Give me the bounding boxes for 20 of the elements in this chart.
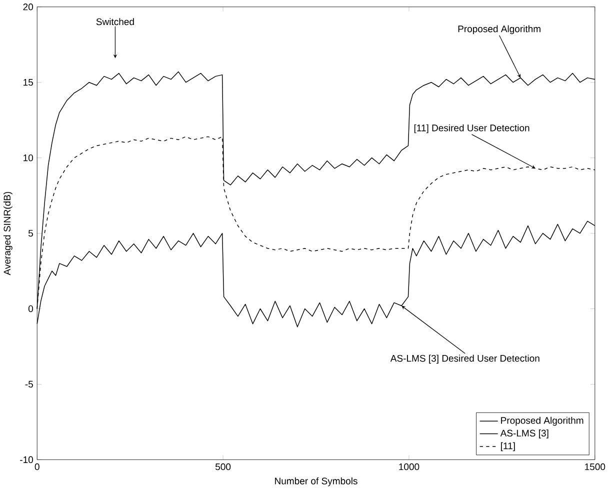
legend-label: Proposed Algorithm	[501, 416, 584, 426]
y-tick-label: 0	[28, 305, 34, 312]
x-tick-label: 1500	[585, 464, 606, 470]
x-tick-label: 1000	[399, 464, 420, 470]
legend-label: [11]	[501, 442, 515, 452]
annotation: Proposed Algorithm	[458, 25, 540, 34]
y-tick-label: 10	[24, 154, 34, 162]
annotation: [11] Desired User Detection	[414, 124, 530, 134]
x-tick-label: 0	[34, 464, 40, 470]
y-tick-label: 5	[28, 230, 33, 237]
legend-label: AS-LMS [3]	[500, 430, 548, 439]
annotation: AS-LMS [3] Desired User Detection	[390, 354, 540, 364]
y-tick-label: -5	[25, 381, 33, 388]
x-axis-title: Number of Symbols	[275, 478, 358, 486]
y-tick-label: -10	[20, 456, 34, 464]
y-tick-label: 15	[24, 79, 33, 86]
annotation: Switched	[96, 18, 134, 26]
x-tick-label: 500	[215, 464, 231, 470]
y-tick-label: 20	[23, 4, 34, 10]
y-axis-title: Averaged SINR(dB)	[4, 192, 12, 276]
